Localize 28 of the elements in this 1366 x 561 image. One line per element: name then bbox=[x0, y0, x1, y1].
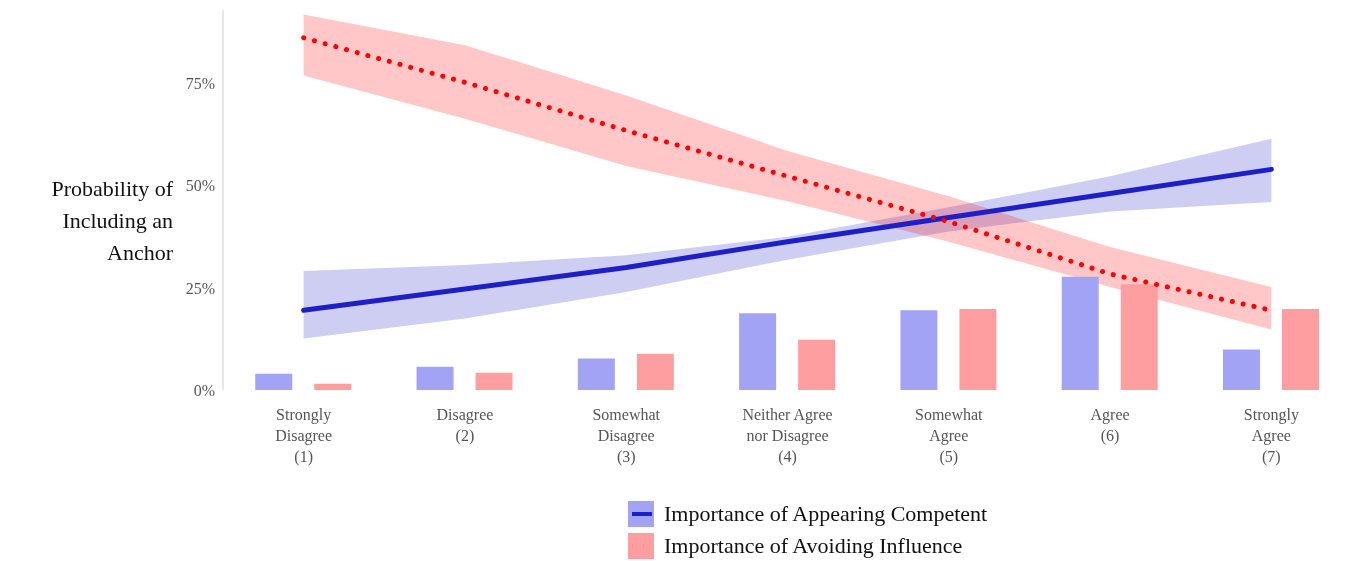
bar bbox=[475, 372, 513, 390]
x-tick-label: Agree (6) bbox=[1090, 406, 1130, 445]
bar bbox=[1222, 349, 1260, 390]
y-axis-title: Probability of Including an Anchor bbox=[50, 175, 173, 267]
x-tick-label: Somewhat Agree (5) bbox=[915, 406, 984, 466]
bar bbox=[636, 353, 674, 390]
bar bbox=[1120, 284, 1158, 390]
x-tick-label: Strongly Agree (7) bbox=[1243, 406, 1299, 466]
x-tick-label: Disagree (2) bbox=[436, 406, 494, 445]
bar bbox=[416, 366, 454, 390]
bar bbox=[1281, 309, 1319, 390]
x-tick-label: Neither Agree nor Disagree (4) bbox=[742, 406, 833, 466]
bar bbox=[959, 309, 997, 390]
y-tick-label: 25% bbox=[185, 279, 215, 297]
bar bbox=[577, 358, 615, 390]
bar bbox=[255, 373, 293, 390]
legend-label: Importance of Avoiding Influence bbox=[664, 533, 963, 559]
bar bbox=[739, 313, 777, 390]
bar bbox=[798, 339, 836, 390]
y-tick-label: 50% bbox=[185, 177, 215, 195]
y-tick-label: 0% bbox=[193, 381, 215, 399]
bar bbox=[1061, 276, 1099, 390]
bar bbox=[900, 310, 938, 390]
legend-label: Importance of Appearing Competent bbox=[664, 501, 988, 527]
bar bbox=[314, 383, 352, 390]
x-tick-label: Strongly Disagree (1) bbox=[275, 406, 333, 466]
y-tick-label: 75% bbox=[185, 75, 215, 93]
x-tick-label: Somewhat Disagree (3) bbox=[592, 406, 661, 466]
